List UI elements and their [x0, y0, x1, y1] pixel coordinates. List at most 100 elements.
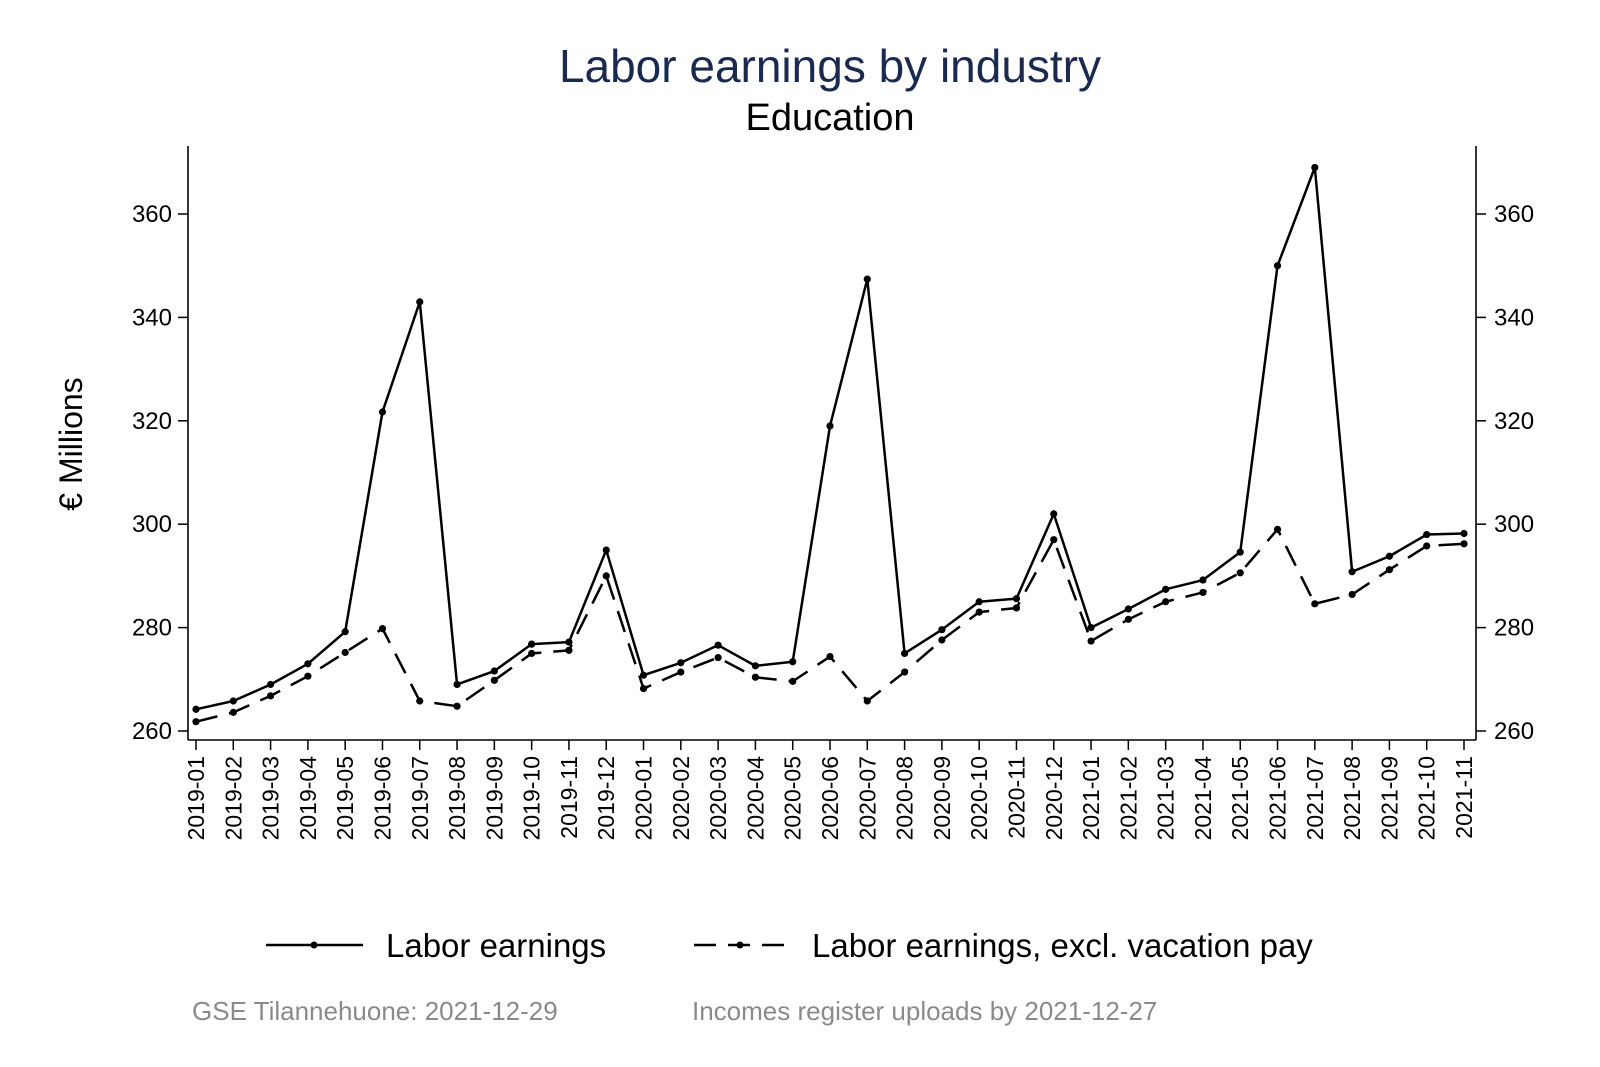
y-tick-label-left-320: 320: [132, 408, 172, 435]
series-0-point-2021-02: [1124, 605, 1132, 613]
series-1-point-2019-07: [416, 697, 424, 705]
y-tick-label-left-360: 360: [132, 201, 172, 228]
series-1-point-2019-03: [266, 692, 275, 700]
y-tick-label-right-280: 280: [1494, 615, 1534, 642]
series-0-point-2020-02: [677, 659, 685, 667]
x-tick-label-2019-03: 2019-03: [258, 756, 284, 840]
series-1-point-2020-03: [714, 653, 722, 662]
x-tick-label-2019-02: 2019-02: [220, 756, 246, 840]
y-tick-label-left-260: 260: [132, 718, 172, 745]
series-1-point-2021-10: [1423, 542, 1431, 550]
series-1-point-2019-04: [304, 672, 312, 680]
series-0-point-2019-10: [528, 640, 536, 648]
series-1-point-2021-01: [1087, 637, 1095, 645]
x-tick-label-2021-02: 2021-02: [1115, 756, 1141, 840]
series-1-point-2020-10: [975, 608, 983, 616]
series-1-point-2021-11: [1460, 540, 1468, 548]
series-0-point-2019-07: [416, 298, 424, 306]
x-tick-label-2020-11: 2020-11: [1003, 756, 1029, 839]
x-tick-label-2020-04: 2020-04: [742, 756, 768, 841]
series-1-point-2020-12: [1050, 536, 1058, 544]
series-0-point-2019-05: [341, 628, 349, 636]
series-0-point-2019-06: [378, 408, 387, 416]
y-tick-label-right-320: 320: [1494, 408, 1534, 435]
x-tick-label-2021-11: 2021-11: [1451, 756, 1477, 839]
x-tick-label-2019-04: 2019-04: [295, 756, 321, 841]
series-0-point-2021-04: [1199, 576, 1207, 584]
series-1-point-2020-04: [751, 673, 760, 681]
series-1-point-2021-09: [1385, 566, 1394, 574]
axes: 260 260 280 280 300 300 320 320 340 340 360 360: [132, 146, 1534, 750]
series-1-point-2019-12: [602, 572, 610, 580]
legend-label-excl-vacation: Labor earnings, excl. vacation pay: [812, 927, 1313, 964]
series-0-point-2021-06: [1273, 262, 1282, 270]
note-source-date: GSE Tilannehuone: 2021-12-29: [192, 996, 558, 1026]
chart-subtitle: Education: [745, 97, 914, 139]
x-tick-label-2021-01: 2021-01: [1078, 756, 1104, 840]
series-1-point-2021-04: [1199, 588, 1207, 597]
y-axis-label: € Millions: [53, 377, 89, 510]
series-1-point-2019-02: [229, 708, 237, 716]
legend-marker-labor-earnings: [310, 941, 318, 949]
series-1-point-2020-11: [1012, 604, 1021, 612]
series-1-point-2021-03: [1162, 598, 1170, 606]
series-0-point-2020-12: [1050, 510, 1058, 518]
x-tick-label-2020-10: 2020-10: [966, 756, 992, 840]
series-1-point-2021-08: [1348, 590, 1356, 599]
series-1-point-2021-06: [1273, 525, 1282, 533]
x-tick-label-2021-05: 2021-05: [1227, 756, 1253, 840]
x-tick-label-2021-10: 2021-10: [1414, 756, 1440, 840]
legend-marker-excl-vacation: [736, 941, 744, 949]
x-tick-label-2020-09: 2020-09: [929, 756, 955, 840]
x-tick-label-2019-08: 2019-08: [444, 756, 470, 840]
series-0-point-2021-08: [1348, 568, 1356, 576]
chart-title: Labor earnings by industry: [559, 40, 1101, 92]
series-1-point-2021-07: [1311, 600, 1319, 608]
x-tick-label-2020-06: 2020-06: [817, 756, 843, 840]
series-0-point-2019-01: [192, 705, 200, 713]
y-tick-label-left-300: 300: [132, 511, 172, 538]
x-tick-label-2019-01: 2019-01: [183, 756, 209, 840]
x-tick-label-2019-06: 2019-06: [369, 756, 395, 840]
x-tick-label-2019-07: 2019-07: [407, 756, 433, 840]
series-0-point-2019-09: [490, 667, 498, 675]
series-1-point-2020-09: [938, 636, 946, 644]
series-0-point-2020-05: [789, 658, 797, 666]
series-0-point-2021-05: [1236, 548, 1244, 556]
x-tick-label-2019-05: 2019-05: [332, 756, 358, 840]
series-0-point-2020-01: [639, 671, 648, 679]
series-0-point-2019-11: [565, 638, 573, 646]
series-1-point-2020-07: [863, 697, 871, 705]
x-tick-label-2019-10: 2019-10: [519, 756, 545, 840]
x-tick-label-2020-05: 2020-05: [780, 756, 806, 840]
series-0-point-2019-12: [602, 546, 610, 554]
x-tick-labels: 2019-01 2019-02 2019-03 2019-04 2019-05 2019-…: [183, 756, 1477, 841]
series-1-point-2019-09: [490, 676, 498, 684]
series-0-point-2021-03: [1162, 585, 1170, 593]
series-0-point-2020-04: [751, 662, 760, 670]
series-1-point-2021-02: [1124, 615, 1132, 623]
series-0-point-2020-07: [863, 275, 871, 283]
y-tick-label-left-340: 340: [132, 304, 172, 331]
series-0-point-2021-11: [1460, 529, 1468, 538]
x-tick-label-2021-08: 2021-08: [1339, 756, 1365, 840]
x-tick-label-2021-09: 2021-09: [1376, 756, 1402, 840]
series-1-point-2020-08: [900, 668, 909, 676]
series-0-point-2020-09: [938, 626, 946, 634]
legend: Labor earnings Labor earnings, excl. vac…: [266, 927, 1313, 964]
x-tick-label-2019-09: 2019-09: [481, 756, 507, 840]
y-tick-label-right-340: 340: [1494, 304, 1534, 331]
series-line-0: [195, 166, 1465, 711]
y-tick-label-left-280: 280: [132, 615, 172, 642]
y-tick-label-right-360: 360: [1494, 201, 1534, 228]
y-tick-label-right-260: 260: [1494, 718, 1534, 745]
series-0-point-2021-01: [1087, 624, 1095, 632]
series-1-point-2019-11: [565, 646, 573, 654]
series-0-point-2019-08: [453, 680, 461, 689]
x-tick-label-2020-03: 2020-03: [705, 756, 731, 840]
series-1-point-2019-08: [453, 702, 461, 710]
series-1-point-2021-05: [1236, 569, 1244, 577]
series-0-point-2021-10: [1423, 530, 1431, 539]
x-tick-label-2020-02: 2020-02: [668, 756, 694, 840]
